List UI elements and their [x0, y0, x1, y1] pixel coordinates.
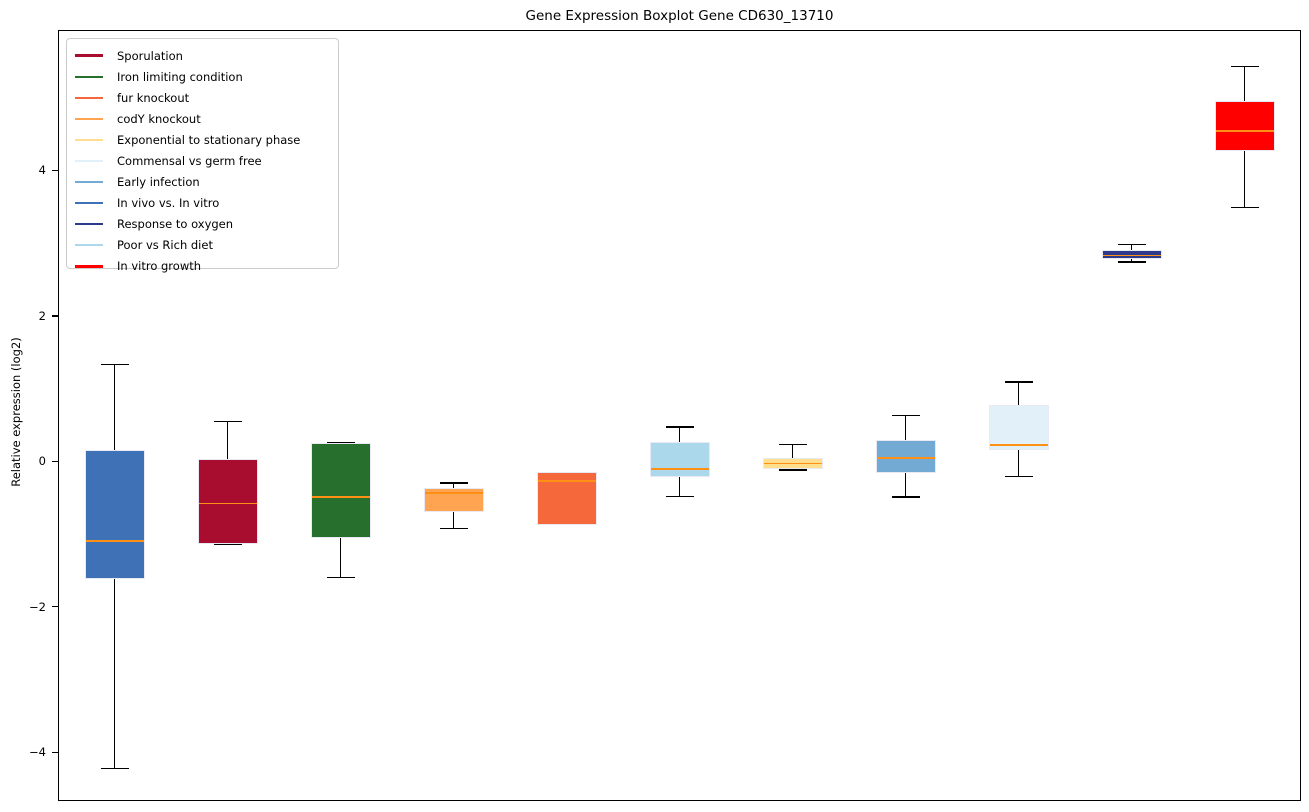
legend-label: In vitro growth	[117, 259, 202, 274]
legend-item: Commensal vs germ free	[75, 150, 338, 171]
box-median-line	[311, 496, 370, 498]
box-median-line	[763, 462, 822, 465]
legend-item: fur knockout	[75, 87, 338, 108]
box-rect	[310, 443, 371, 539]
legend-swatch	[75, 75, 103, 78]
whisker-cap	[891, 414, 920, 417]
whisker-cap	[665, 495, 694, 497]
box-whisker	[791, 444, 794, 471]
legend-label: codY knockout	[117, 111, 201, 126]
legend: Sporulation Iron limiting condition fur kn…	[66, 38, 339, 273]
legend-swatch	[75, 265, 103, 268]
y-tick-label: −2	[29, 599, 46, 614]
legend-swatch	[75, 244, 103, 247]
y-tick-mark	[51, 751, 58, 753]
legend-label: Poor vs Rich diet	[117, 238, 213, 253]
legend-swatch	[75, 117, 103, 120]
box-median-line	[650, 467, 709, 470]
whisker-cap	[326, 577, 355, 579]
whisker-cap	[1117, 243, 1146, 246]
y-tick-mark	[51, 315, 58, 317]
box-rect	[875, 439, 936, 473]
box-rect	[84, 449, 145, 580]
box-rect	[1101, 249, 1162, 260]
legend-item: In vivo vs. In vitro	[75, 193, 338, 214]
legend-label: Commensal vs germ free	[117, 154, 262, 169]
whisker-cap	[439, 527, 468, 529]
box-median-line	[198, 502, 257, 505]
whisker-cap	[100, 767, 129, 769]
box-median-line	[537, 480, 596, 482]
legend-swatch	[75, 181, 103, 184]
legend-swatch	[75, 138, 103, 142]
legend-item: Response to oxygen	[75, 214, 338, 235]
box-rect	[649, 441, 710, 477]
whisker-cap	[778, 469, 807, 471]
whisker-cap	[1230, 65, 1259, 68]
box-median-line	[876, 457, 935, 460]
box-median-line	[1102, 254, 1161, 257]
whisker-cap	[778, 443, 807, 446]
legend-label: In vivo vs. In vitro	[117, 196, 220, 211]
whisker-cap	[665, 426, 694, 428]
legend-item: Exponential to stationary phase	[75, 129, 338, 150]
whisker-cap	[891, 496, 920, 498]
whisker-cap	[1230, 206, 1259, 209]
whisker-cap	[552, 523, 581, 526]
whisker-cap	[1004, 475, 1033, 478]
legend-item: Iron limiting condition	[75, 66, 338, 87]
legend-item: Early infection	[75, 172, 338, 193]
whisker-cap	[100, 363, 129, 366]
y-tick-label: 4	[38, 163, 46, 178]
legend-label: Early infection	[117, 175, 200, 190]
whisker-cap	[1117, 261, 1146, 263]
whisker-cap	[213, 420, 242, 422]
legend-label: Sporulation	[117, 48, 183, 63]
y-tick-mark	[51, 460, 58, 463]
legend-item: codY knockout	[75, 108, 338, 129]
y-tick-mark	[51, 169, 58, 172]
whisker-cap	[439, 482, 468, 484]
y-tick-label: −4	[29, 745, 46, 760]
box-median-line	[424, 492, 483, 495]
box-rect	[197, 459, 258, 545]
y-axis-label: Relative expression (log2)	[9, 337, 23, 487]
legend-label: fur knockout	[117, 90, 190, 105]
box-rect	[1214, 100, 1275, 151]
legend-swatch	[75, 223, 103, 226]
legend-swatch	[75, 96, 103, 99]
y-tick-mark	[51, 606, 58, 608]
box-median-line	[1215, 130, 1274, 133]
box-median-line	[85, 539, 144, 542]
chart-title: Gene Expression Boxplot Gene CD630_13710	[525, 8, 834, 24]
whisker-cap	[1004, 381, 1033, 383]
legend-label: Exponential to stationary phase	[117, 132, 301, 147]
legend-swatch	[75, 54, 103, 57]
legend-item: Sporulation	[75, 45, 338, 66]
box-median-line	[989, 443, 1048, 446]
legend-swatch	[75, 159, 103, 163]
legend-item: In vitro growth	[75, 256, 338, 277]
legend-label: Iron limiting condition	[117, 69, 243, 84]
legend-label: Response to oxygen	[117, 217, 234, 232]
box-rect	[988, 404, 1049, 450]
legend-swatch	[75, 202, 103, 205]
legend-item: Poor vs Rich diet	[75, 235, 338, 256]
y-tick-label: 0	[38, 454, 46, 469]
y-tick-label: 2	[38, 308, 46, 323]
